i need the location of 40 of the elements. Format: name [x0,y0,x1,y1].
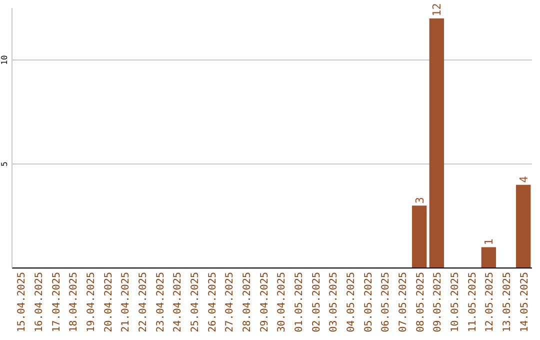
x-tick-label: 03.05.2025 [328,272,340,332]
bar [429,18,444,268]
x-tick-label: 18.04.2025 [68,272,80,332]
data-label: 4 [517,176,530,183]
x-tick-label: 23.04.2025 [155,272,166,332]
x-tick-label: 26.04.2025 [207,272,218,332]
x-tick-label: 22.04.2025 [138,272,149,332]
x-tick-label: 24.04.2025 [172,272,184,332]
x-tick-label: 28.04.2025 [242,272,253,332]
x-tick-label: 02.05.2025 [311,272,322,332]
y-tick-label: 10 [0,55,9,65]
x-tick-label: 10.05.2025 [450,272,461,332]
data-label: 3 [413,196,426,204]
x-tick-label: 16.04.2025 [34,272,45,332]
x-tick-label: 08.05.2025 [415,272,426,332]
x-tick-label: 20.04.2025 [103,272,114,332]
x-tick-label: 11.05.2025 [467,272,478,332]
x-tick-label: 09.05.2025 [432,272,444,332]
x-tick-label: 06.05.2025 [380,272,392,332]
data-label: 1 [482,238,496,246]
x-tick-label: 14.05.2025 [519,272,530,332]
x-tick-label: 04.05.2025 [346,272,357,332]
x-tick-label: 30.04.2025 [276,272,288,332]
x-tick-label: 13.05.2025 [502,272,513,332]
x-tick-label: 12.05.2025 [484,272,496,332]
x-tick-label: 25.04.2025 [190,272,201,332]
y-tick-label: 5 [0,161,9,166]
x-tick-label: 01.05.2025 [294,272,305,332]
x-tick-label: 21.04.2025 [120,272,132,332]
bar [481,247,496,268]
x-tick-label: 19.04.2025 [86,272,97,332]
x-tick-label: 05.05.2025 [363,272,374,332]
data-label: 12 [430,3,444,16]
x-tick-label: 17.04.2025 [51,272,62,332]
x-tick-label: 29.04.2025 [259,272,270,332]
x-tick-label: 27.04.2025 [224,272,236,332]
x-tick-label: 15.04.2025 [16,272,28,332]
bar [412,206,427,268]
x-tick-label: 07.05.2025 [398,272,409,332]
bar [516,184,531,268]
